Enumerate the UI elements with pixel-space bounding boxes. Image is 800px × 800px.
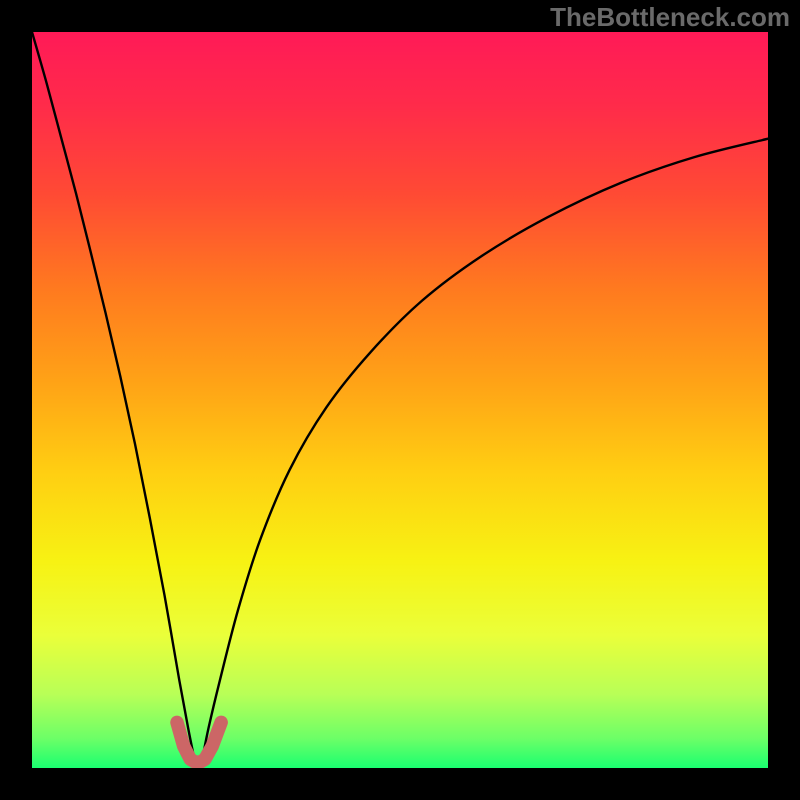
watermark-text: TheBottleneck.com (550, 2, 790, 33)
chart-frame: TheBottleneck.com (0, 0, 800, 800)
bottleneck-chart (32, 32, 768, 768)
chart-background (32, 32, 768, 768)
